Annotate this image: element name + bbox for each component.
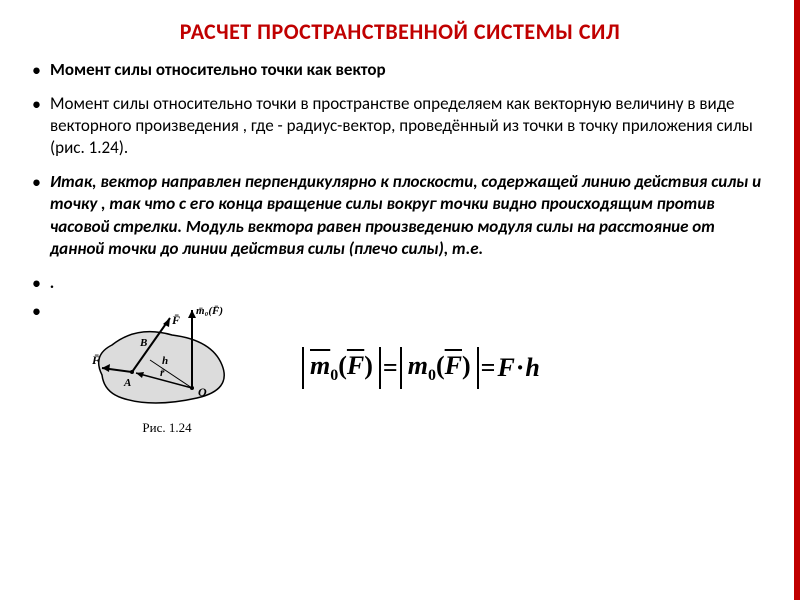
bullet-2-text: Момент силы относительно точки в простра… (50, 93, 753, 158)
bullet-2: Момент силы относительно точки в простра… (28, 93, 772, 159)
slide-content: РАСЧЕТ ПРОСТРАНСТВЕННОЙ СИСТЕМЫ СИЛ Моме… (0, 0, 800, 459)
bullet-3-text: Итак, вектор направлен перпендикулярно к… (50, 171, 761, 258)
f-sub1: 0 (330, 368, 338, 385)
formula-moment-magnitude: m0(F) = m0(F) = F ∙ h (302, 347, 540, 389)
f-F2: F (445, 349, 462, 383)
formula-lhs-abs: m0(F) (302, 347, 381, 389)
label-B: B (139, 337, 147, 349)
label-O: O (198, 385, 207, 399)
formula-mid-abs: m0(F) (400, 347, 479, 389)
bullet-4-text: . (50, 272, 55, 293)
f-eq1: = (383, 351, 398, 385)
f-F1: F (347, 349, 364, 383)
f-m2: m (408, 351, 428, 380)
f-m1: m (310, 349, 330, 383)
figure-caption: Рис. 1.24 (72, 420, 262, 437)
bullet-3: Итак, вектор направлен перпендикулярно к… (28, 171, 772, 259)
accent-bar (794, 0, 800, 600)
f-F3: F (498, 351, 515, 385)
bullet-1: Момент силы относительно точки как векто… (28, 59, 772, 81)
f-h: h (525, 351, 539, 385)
label-A: A (123, 377, 131, 389)
slide-title: РАСЧЕТ ПРОСТРАНСТВЕННОЙ СИСТЕМЫ СИЛ (28, 18, 772, 45)
f-dot: ∙ (517, 351, 524, 385)
f-sub2: 0 (428, 368, 436, 385)
diagram-formula-row: O A r̄ h F̄ (72, 300, 772, 437)
bullet-5: O A r̄ h F̄ (28, 300, 772, 437)
bullet-1-text: Момент силы относительно точки как векто… (50, 59, 386, 80)
label-F: F̄ (171, 313, 180, 327)
label-Fneg: F̄ (91, 353, 100, 367)
bullet-4: . (28, 272, 772, 294)
label-m0F: m̄₀(F̄) (196, 305, 223, 317)
vector-m0-arrow (188, 310, 196, 318)
figure-1-24: O A r̄ h F̄ (72, 300, 262, 437)
moment-diagram-svg: O A r̄ h F̄ (82, 300, 252, 410)
bullet-list: Момент силы относительно точки как векто… (28, 59, 772, 437)
label-h: h (162, 355, 168, 367)
f-eq2: = (481, 351, 496, 385)
